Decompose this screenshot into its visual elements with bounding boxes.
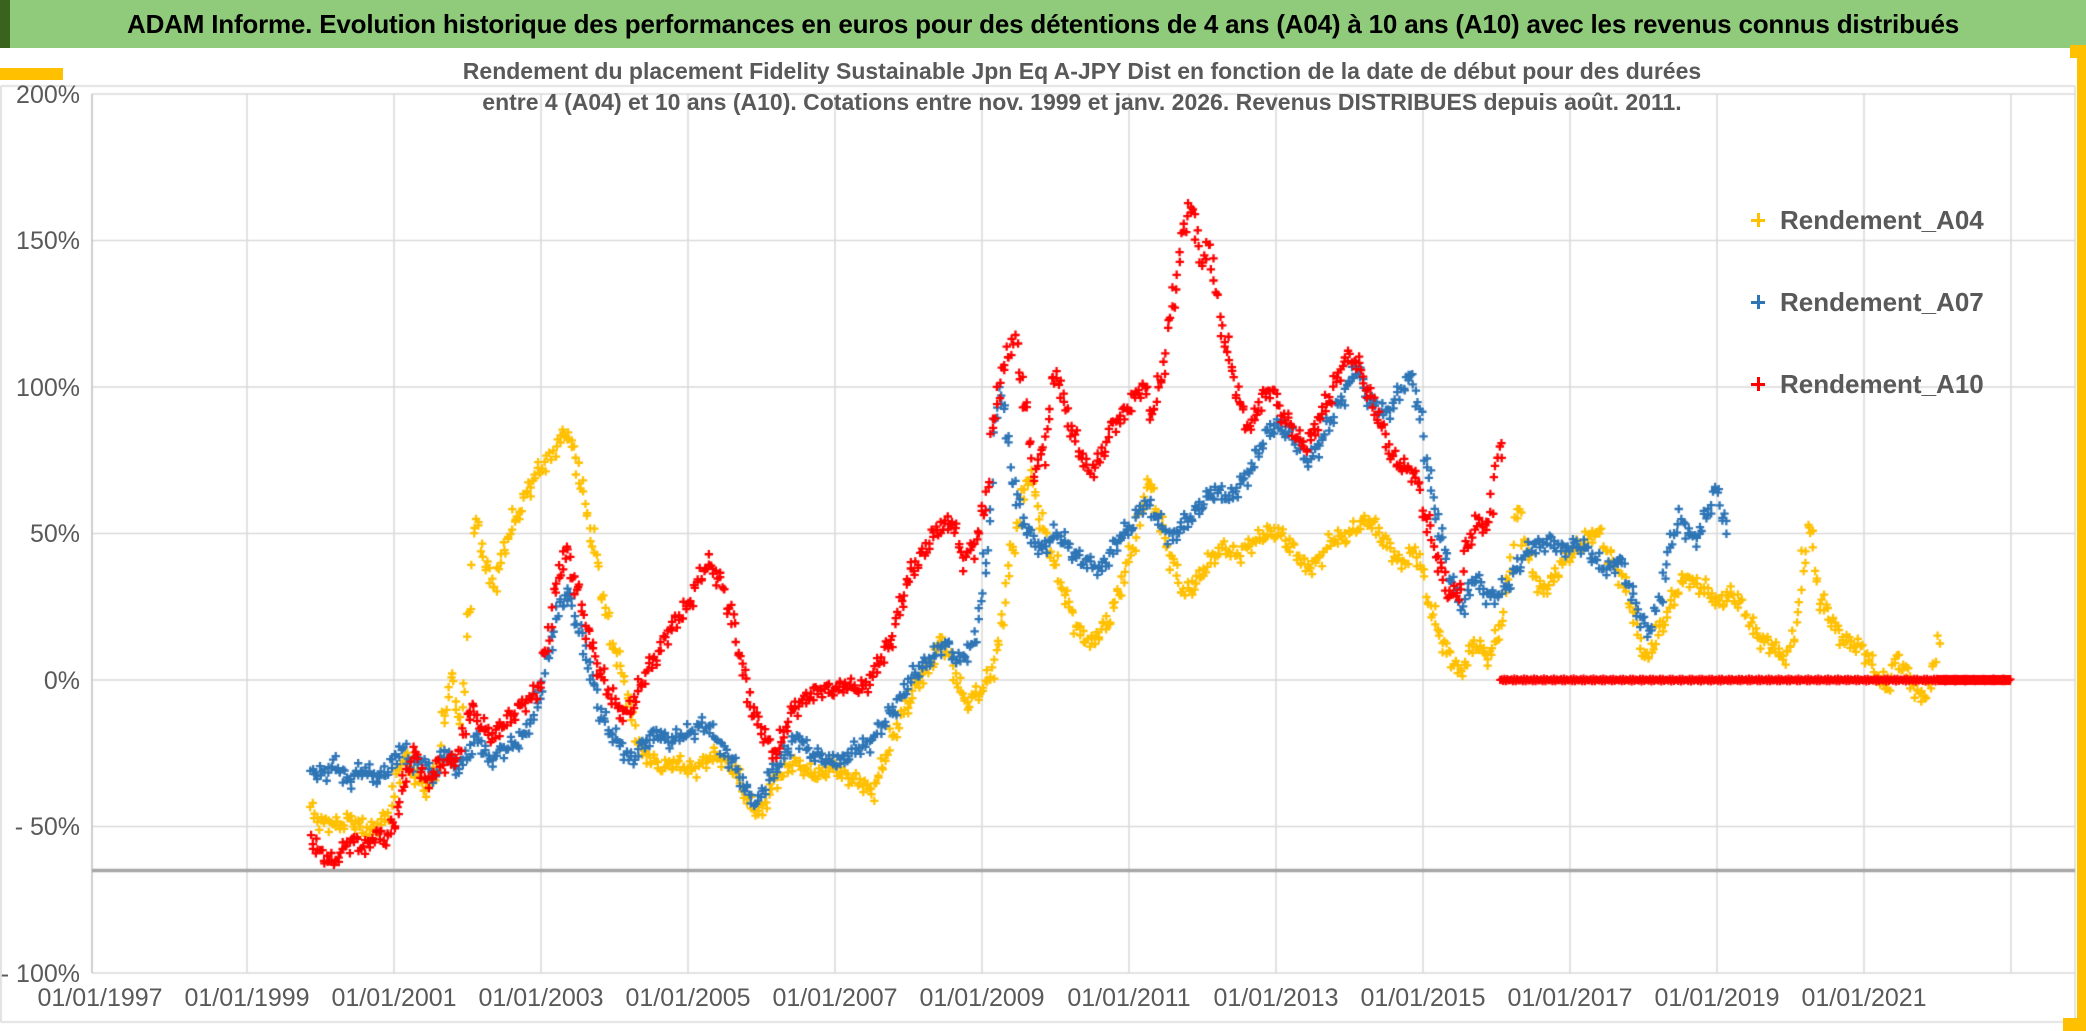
y-tick-label: 150% <box>16 227 80 255</box>
legend-item-a10: Rendement_A10 <box>1748 368 1984 400</box>
header-title: ADAM Informe. Evolution historique des p… <box>127 8 1959 39</box>
y-tick-label: 200% <box>16 81 80 109</box>
legend-item-a04: Rendement_A04 <box>1748 204 1984 236</box>
x-tick-label: 01/01/1997 <box>37 984 163 1012</box>
x-tick-label: 01/01/2007 <box>772 984 898 1012</box>
legend-label: Rendement_A04 <box>1780 204 1984 235</box>
x-tick-label: 01/01/2013 <box>1213 984 1339 1012</box>
plus-marker-icon <box>1748 374 1768 394</box>
y-tick-label: - 50% <box>14 813 80 841</box>
header-left-cap <box>0 0 10 48</box>
x-tick-label: 01/01/2017 <box>1507 984 1633 1012</box>
chart-title: Rendement du placement Fidelity Sustaina… <box>92 56 2072 118</box>
header-bar: ADAM Informe. Evolution historique des p… <box>0 0 2086 48</box>
x-tick-label: 01/01/1999 <box>184 984 310 1012</box>
legend-label: Rendement_A10 <box>1780 368 1984 399</box>
x-tick-label: 01/01/2015 <box>1360 984 1486 1012</box>
x-tick-label: 01/01/2021 <box>1801 984 1927 1012</box>
y-tick-label: 100% <box>16 374 80 402</box>
y-tick-label: - 100% <box>0 960 80 988</box>
gold-accent-top-left <box>0 68 63 80</box>
gold-accent-right-edge <box>2077 58 2086 1031</box>
x-tick-label: 01/01/2001 <box>331 984 457 1012</box>
y-tick-label: 0% <box>43 667 80 695</box>
gold-accent-bottom-right <box>2063 1018 2086 1031</box>
gold-accent-top-right <box>2070 45 2086 58</box>
chart-legend: Rendement_A04 Rendement_A07 Rendement_A1… <box>1748 204 1984 450</box>
legend-item-a07: Rendement_A07 <box>1748 286 1984 318</box>
x-tick-label: 01/01/2019 <box>1654 984 1780 1012</box>
plus-marker-icon <box>1748 292 1768 312</box>
x-tick-label: 01/01/2005 <box>625 984 751 1012</box>
y-tick-label: 50% <box>29 520 80 548</box>
chart-title-line1: Rendement du placement Fidelity Sustaina… <box>462 58 1702 84</box>
plus-marker-icon <box>1748 210 1768 230</box>
chart-title-line2: entre 4 (A04) et 10 ans (A10). Cotations… <box>482 89 1682 115</box>
legend-label: Rendement_A07 <box>1780 286 1984 317</box>
x-tick-label: 01/01/2003 <box>478 984 604 1012</box>
x-tick-label: 01/01/2011 <box>1067 984 1191 1012</box>
x-tick-label: 01/01/2009 <box>919 984 1045 1012</box>
